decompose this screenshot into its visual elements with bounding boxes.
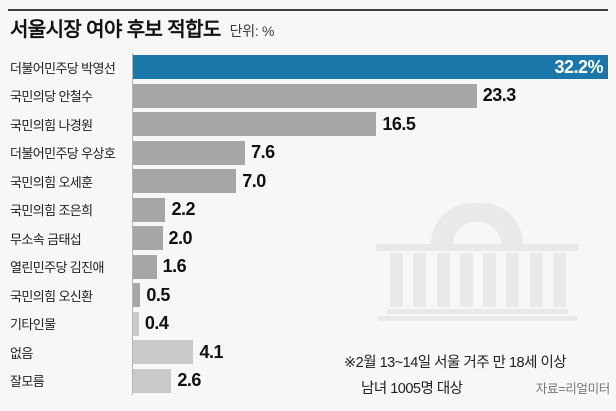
chart-row: 국민의힘 오세훈 7.0 <box>10 167 608 196</box>
building-column <box>459 253 473 307</box>
candidate-label: 국민의당 안철수 <box>10 89 93 105</box>
chart-row: 국민의힘 오신환 0.5 <box>10 281 608 310</box>
bar-chart: 더불어민주당 박영선 32.2% 국민의당 안철수 23.3 국민의힘 나경원 <box>10 53 608 395</box>
bar-area: 2.6 <box>132 366 608 395</box>
national-assembly-building-icon <box>376 203 579 321</box>
footnote-line2: 남녀 1005명 대상 <box>361 381 463 397</box>
bar-area: 2.0 <box>132 224 608 253</box>
candidate-label: 기타인물 <box>10 317 56 333</box>
building-roof <box>376 244 579 251</box>
value-label: 7.0 <box>242 170 266 191</box>
chart-row: 잘모름 2.6 <box>10 366 608 395</box>
building-base <box>387 309 568 314</box>
candidate-label: 국민의힘 오세훈 <box>10 174 93 190</box>
chart-row: 국민의힘 나경원 16.5 <box>10 110 608 139</box>
header: 서울시장 여야 후보 적합도 단위: % <box>10 13 274 42</box>
bar-area: 32.2% <box>132 53 608 82</box>
chart-row: 열린민주당 김진애 1.6 <box>10 252 608 281</box>
chart-row: 없음 4.1 <box>10 338 608 367</box>
value-label: 7.6 <box>251 142 275 163</box>
chart-row: 국민의힘 조은희 2.2 <box>10 195 608 224</box>
bar <box>133 340 194 365</box>
bar <box>133 169 237 194</box>
chart-row: 무소속 금태섭 2.0 <box>10 224 608 253</box>
value-label: 0.5 <box>146 284 170 305</box>
candidate-label: 열린민주당 김진애 <box>10 260 105 276</box>
source-credit: 자료=리얼미터 <box>535 382 611 396</box>
building-column <box>413 253 427 307</box>
candidate-label: 국민의힘 조은희 <box>10 203 93 219</box>
candidate-label: 없음 <box>10 345 33 361</box>
unit-label: 단위: % <box>229 23 275 39</box>
bar-area: 23.3 <box>132 81 608 110</box>
building-base <box>378 316 577 321</box>
value-label: 0.4 <box>144 313 169 334</box>
bar <box>133 283 141 308</box>
building-column <box>506 253 520 307</box>
bar-area: 7.6 <box>132 138 608 167</box>
building-column <box>436 253 450 307</box>
chart-row: 더불어민주당 박영선 32.2% <box>10 53 608 82</box>
building-column <box>390 253 403 307</box>
bar <box>133 368 172 393</box>
building-column <box>529 253 543 307</box>
bar <box>133 112 377 137</box>
value-label: 2.2 <box>171 199 195 220</box>
chart-row: 국민의당 안철수 23.3 <box>10 81 608 110</box>
footnote: ※2월 13~14일 서울 거주 만 18세 이상 남녀 1005명 대상 자료… <box>344 351 610 398</box>
bar-area: 16.5 <box>132 110 608 139</box>
bar <box>133 226 163 251</box>
value-label: 23.3 <box>482 85 517 106</box>
value-label: 32.2% <box>554 56 603 77</box>
value-label: 2.6 <box>177 370 201 391</box>
bar <box>133 83 477 108</box>
candidate-label: 더불어민주당 박영선 <box>10 60 116 76</box>
candidate-label: 잘모름 <box>10 374 45 390</box>
building-column <box>483 253 497 307</box>
footnote-line1: ※2월 13~14일 서울 거주 만 18세 이상 <box>344 355 567 371</box>
bar: 32.2% <box>133 55 608 80</box>
building-column <box>552 253 566 307</box>
bar-area: 0.5 <box>132 281 608 310</box>
building-columns <box>390 253 566 307</box>
chart-row: 더불어민주당 우상호 7.6 <box>10 138 608 167</box>
candidate-label: 국민의힘 오신환 <box>10 288 93 304</box>
bar-area: 7.0 <box>132 167 608 196</box>
bar-area: 0.4 <box>132 309 608 338</box>
value-label: 4.1 <box>199 341 223 362</box>
value-label: 16.5 <box>382 113 416 134</box>
value-label: 2.0 <box>168 227 193 248</box>
bar <box>133 197 166 222</box>
bar-area: 1.6 <box>132 252 608 281</box>
candidate-label: 국민의힘 나경원 <box>10 117 93 133</box>
bar <box>133 254 157 279</box>
candidate-label: 무소속 금태섭 <box>10 231 82 247</box>
top-rule <box>8 9 608 11</box>
bar <box>133 311 139 336</box>
bar <box>133 140 246 165</box>
bar-area: 2.2 <box>132 195 608 224</box>
page-title: 서울시장 여야 후보 적합도 <box>10 19 221 41</box>
candidate-label: 더불어민주당 우상호 <box>10 146 116 162</box>
bar-area: 4.1 <box>132 338 608 367</box>
value-label: 1.6 <box>162 256 187 277</box>
chart-row: 기타인물 0.4 <box>10 309 608 338</box>
footnote-line2-row: 남녀 1005명 대상 자료=리얼미터 <box>344 377 610 398</box>
